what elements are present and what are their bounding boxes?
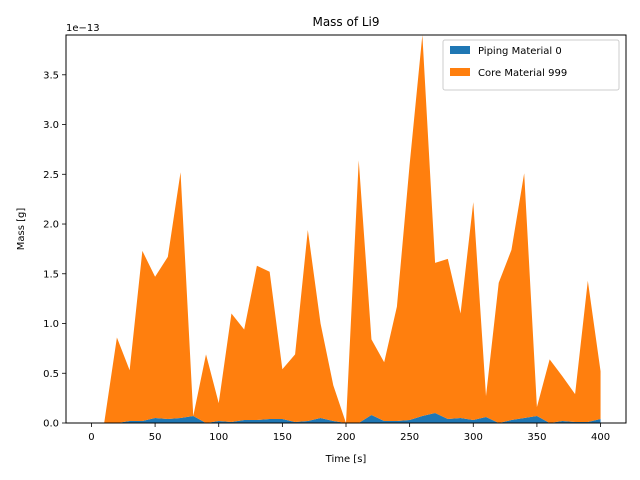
x-tick-label: 150 bbox=[273, 432, 292, 443]
area-series-0 bbox=[91, 413, 601, 423]
legend-label-piping: Piping Material 0 bbox=[478, 46, 562, 57]
area-series-1 bbox=[91, 35, 601, 423]
y-tick-label: 1.0 bbox=[43, 319, 59, 330]
y-tick-label: 0.0 bbox=[43, 419, 59, 430]
x-tick-label: 250 bbox=[400, 432, 419, 443]
legend: Piping Material 0 Core Material 999 bbox=[442, 39, 620, 91]
y-tick-label: 2.0 bbox=[43, 220, 59, 231]
y-tick-label: 0.5 bbox=[43, 369, 59, 380]
y-tick-label: 1.5 bbox=[43, 269, 59, 280]
area-layer bbox=[91, 35, 601, 423]
y-axis-scale-label: 1e−13 bbox=[66, 23, 100, 34]
x-tick-label: 0 bbox=[88, 432, 94, 443]
legend-swatch-piping bbox=[450, 46, 470, 54]
y-tick-label: 3.5 bbox=[43, 70, 59, 81]
legend-swatch-core bbox=[450, 68, 470, 76]
x-tick-label: 350 bbox=[527, 432, 546, 443]
x-tick-label: 300 bbox=[464, 432, 483, 443]
legend-box bbox=[442, 39, 620, 91]
x-axis-ticks: 0 50 100 150 200 250 300 350 400 bbox=[88, 423, 610, 443]
y-axis-title: Mass [g] bbox=[16, 208, 27, 251]
chart-title: Mass of Li9 bbox=[312, 15, 379, 29]
x-tick-label: 50 bbox=[149, 432, 162, 443]
y-axis-ticks: 0.0 0.5 1.0 1.5 2.0 2.5 3.0 3.5 bbox=[43, 70, 66, 430]
legend-label-core: Core Material 999 bbox=[478, 68, 567, 79]
plot-frame bbox=[65, 34, 627, 424]
x-axis-title: Time [s] bbox=[325, 454, 367, 465]
x-tick-label: 200 bbox=[336, 432, 355, 443]
x-tick-label: 400 bbox=[591, 432, 610, 443]
y-tick-label: 3.0 bbox=[43, 120, 59, 131]
y-tick-label: 2.5 bbox=[43, 170, 59, 181]
x-tick-label: 100 bbox=[209, 432, 228, 443]
